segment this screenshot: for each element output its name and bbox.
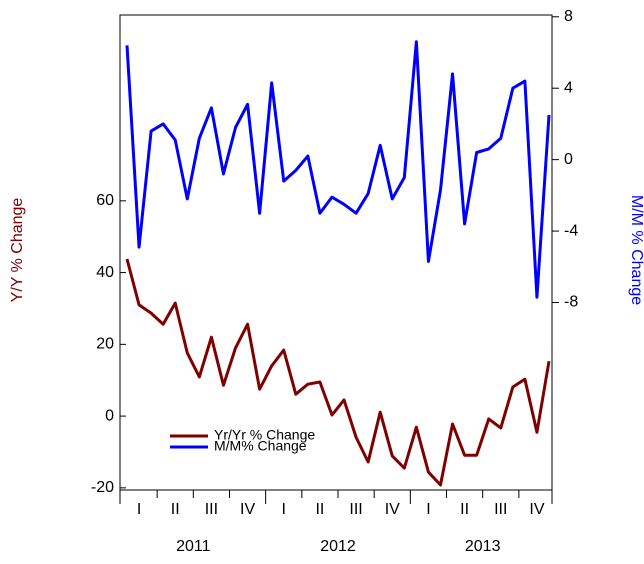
y-tick-label: 20 (96, 336, 114, 353)
y2-tick-label: 8 (564, 8, 573, 25)
year-label: 2013 (465, 538, 501, 555)
y-tick-label: 40 (96, 264, 114, 281)
quarter-label: II (315, 501, 324, 518)
series-line (125, 258, 551, 487)
y2-tick-label: -8 (564, 294, 578, 311)
year-label: 2012 (320, 538, 356, 555)
series-line (125, 40, 551, 299)
quarter-label: I (426, 501, 430, 518)
y2-axis-title: M/M % Change (628, 195, 644, 305)
y-tick-label: -20 (91, 479, 114, 496)
y2-tick-label: 4 (564, 79, 573, 96)
quarter-label: II (171, 501, 180, 518)
quarter-label: IV (529, 501, 544, 518)
year-label: 2011 (176, 538, 211, 555)
quarter-label: I (137, 501, 141, 518)
quarter-label: I (282, 501, 286, 518)
quarter-label: III (205, 501, 218, 518)
y-tick-label: 0 (105, 407, 114, 424)
legend-label: M/M% Change (214, 438, 307, 454)
quarter-label: II (460, 501, 469, 518)
quarter-label: III (494, 501, 507, 518)
y2-tick-label: 0 (564, 151, 573, 168)
y-axis-title: Y/Y % Change (9, 198, 26, 303)
y2-tick-label: -4 (564, 222, 578, 239)
quarter-label: IV (385, 501, 400, 518)
quarter-label: III (349, 501, 362, 518)
legend-label: Yr/Yr % Change (214, 427, 315, 443)
plot-frame (119, 14, 553, 491)
y-tick-label: 60 (96, 192, 114, 209)
quarter-label: IV (240, 501, 255, 518)
